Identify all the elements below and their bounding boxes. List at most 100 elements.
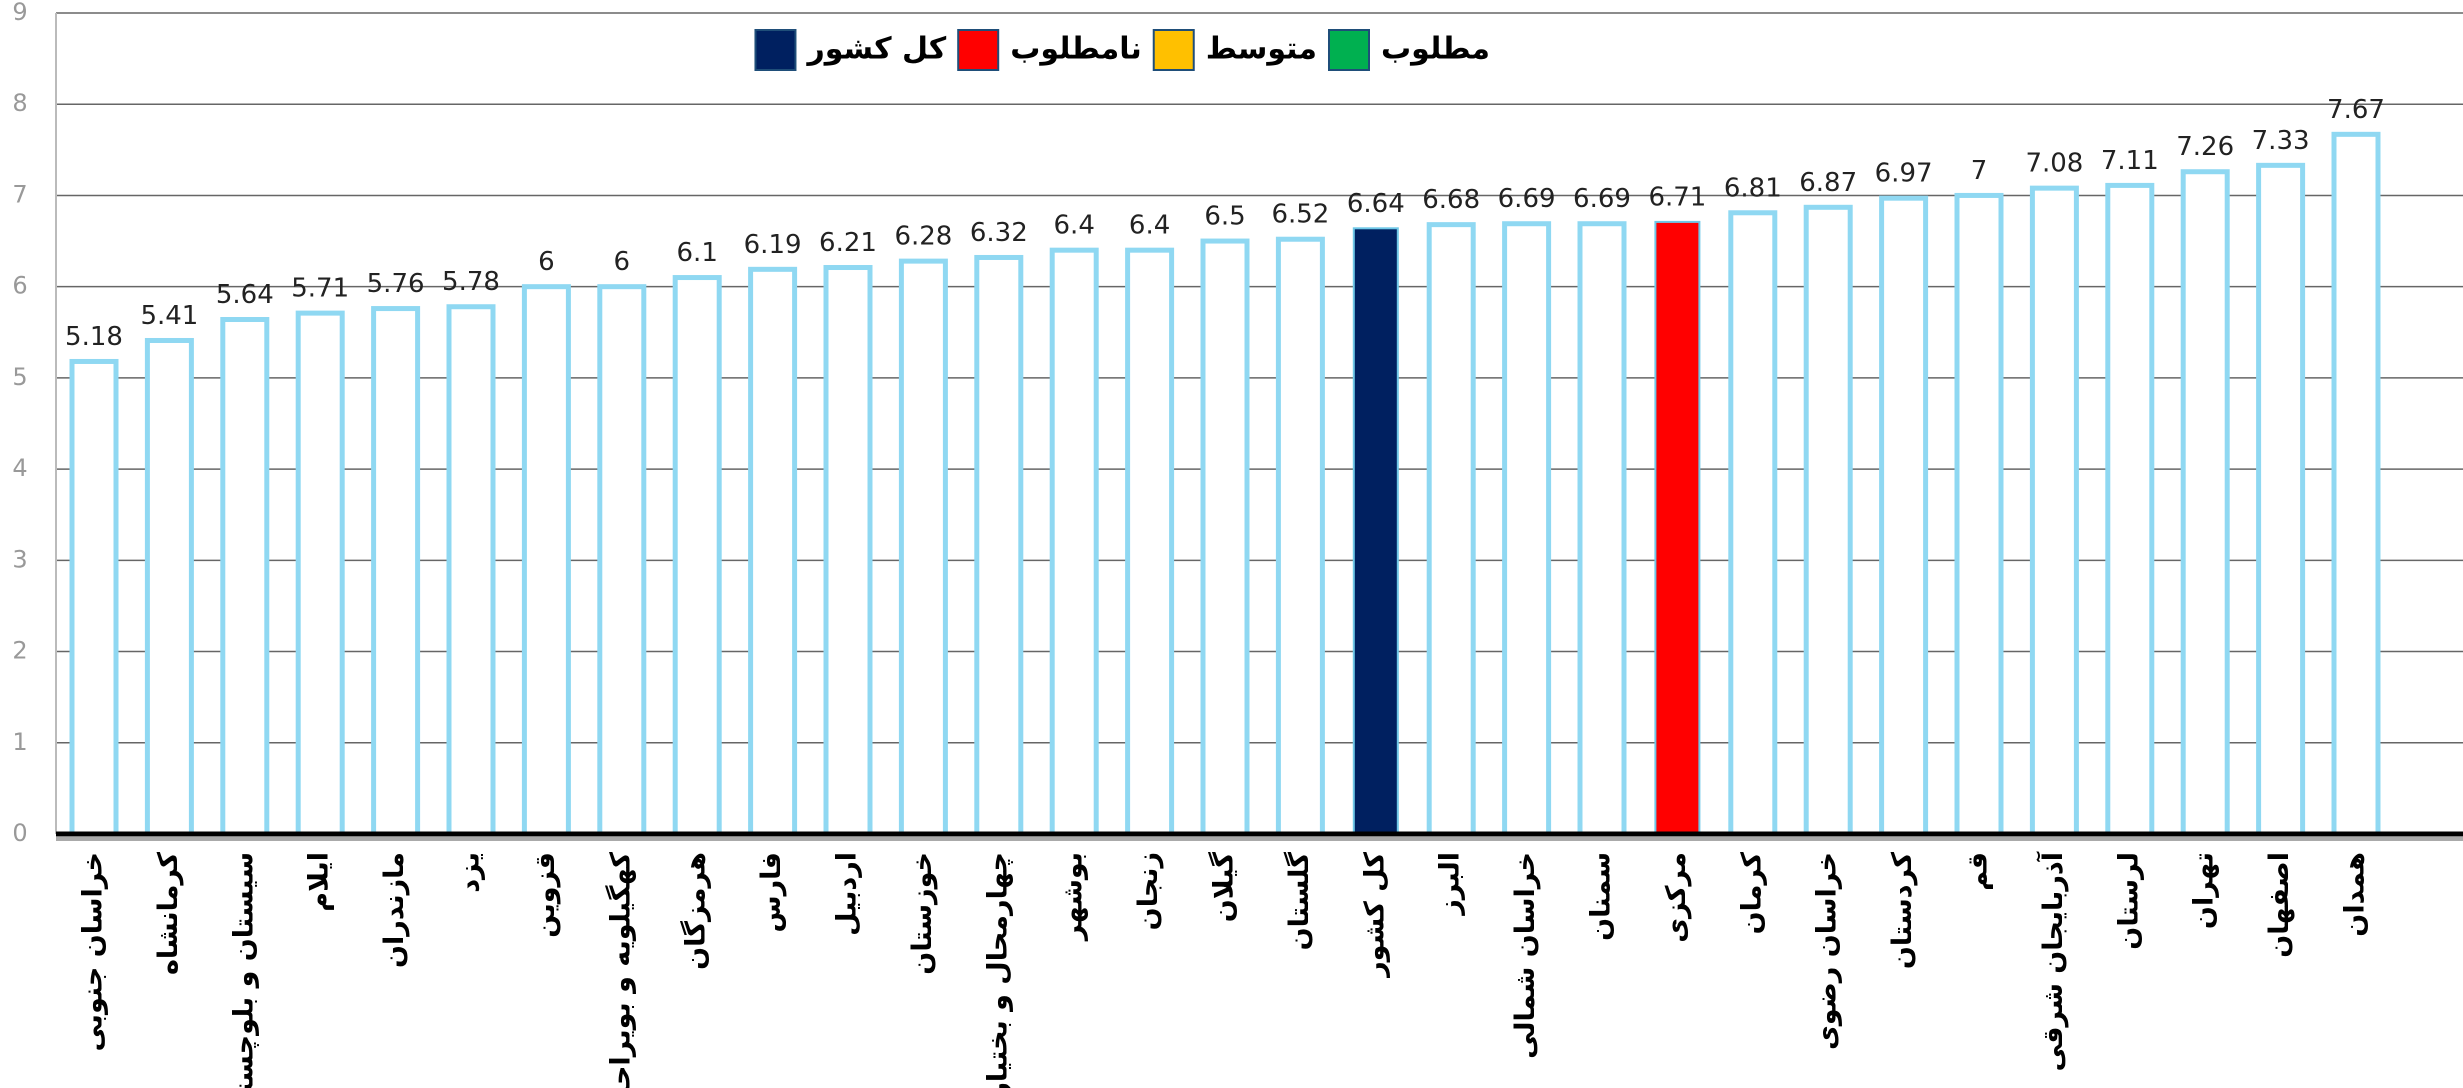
legend-swatch xyxy=(1328,29,1370,71)
value-label: 6 xyxy=(614,247,631,277)
value-label: 7.08 xyxy=(2025,149,2083,179)
x-tick-label: بوشهر xyxy=(1058,852,1089,942)
x-tick-label: سمنان xyxy=(1586,852,1617,941)
bar xyxy=(2256,162,2306,837)
x-tick-label: خوزستان xyxy=(907,852,938,975)
x-tick-label: لرستان xyxy=(2113,852,2144,950)
value-label: 7.67 xyxy=(2327,95,2385,125)
bar xyxy=(1049,247,1099,837)
y-tick-label: 3 xyxy=(12,545,27,573)
bar xyxy=(597,284,647,837)
bar xyxy=(2105,182,2155,837)
x-tick-label: فارس xyxy=(756,852,787,933)
value-label: 6.68 xyxy=(1422,185,1480,215)
bar xyxy=(1954,192,2004,837)
x-tick-label: خراسان شمالی xyxy=(1510,852,1541,1059)
value-label: 6.64 xyxy=(1347,189,1405,219)
bar xyxy=(295,310,345,837)
x-tick-label: کرمان xyxy=(1736,852,1767,935)
y-tick-label: 9 xyxy=(12,0,27,26)
bar xyxy=(1200,238,1250,837)
y-tick-label: 6 xyxy=(12,272,27,300)
x-tick-label: قزوین xyxy=(530,852,561,938)
value-label: 6.69 xyxy=(1573,184,1631,214)
bar xyxy=(1654,220,1701,836)
value-label: 5.78 xyxy=(442,267,500,297)
value-label: 5.64 xyxy=(216,280,274,310)
bar xyxy=(371,306,421,837)
value-label: 5.71 xyxy=(291,274,349,304)
bar xyxy=(1803,204,1853,837)
bar xyxy=(1275,236,1325,837)
legend-swatch xyxy=(1152,29,1195,71)
x-tick-label: زنجان xyxy=(1133,852,1164,930)
bar xyxy=(446,304,496,837)
bar xyxy=(823,265,873,837)
y-tick-label: 5 xyxy=(12,363,27,391)
legend-label: کل کشور xyxy=(805,32,946,67)
value-label: 6.4 xyxy=(1054,211,1095,241)
bar xyxy=(2331,131,2381,837)
bar xyxy=(1125,247,1175,837)
x-tick-label: سیستان و بلوچستان xyxy=(228,852,259,1088)
value-label: 5.41 xyxy=(140,301,198,331)
value-label: 7.11 xyxy=(2101,146,2159,176)
value-label: 6.28 xyxy=(894,222,952,252)
bar xyxy=(521,284,571,837)
x-tick-label: خراسان جنوبی xyxy=(78,852,109,1052)
x-tick-label: همدان xyxy=(2340,852,2371,937)
value-label: 6.69 xyxy=(1498,184,1556,214)
value-label: 6.97 xyxy=(1875,159,1933,189)
value-label: 5.18 xyxy=(65,322,123,352)
bar xyxy=(672,275,722,837)
y-tick-label: 2 xyxy=(12,637,27,665)
y-tick-label: 8 xyxy=(12,89,27,117)
bar xyxy=(1879,195,1929,837)
bar xyxy=(144,337,194,837)
value-label: 6.81 xyxy=(1724,173,1782,203)
value-label: 7 xyxy=(1971,156,1988,186)
x-tick-label: قم xyxy=(1963,852,1994,891)
x-tick-label: گیلان xyxy=(1208,852,1240,923)
x-tick-label: البرز xyxy=(1435,852,1466,917)
value-label: 5.76 xyxy=(367,269,425,299)
x-tick-label: اصفهان xyxy=(2264,852,2295,958)
y-tick-label: 4 xyxy=(12,454,27,482)
value-label: 6.19 xyxy=(744,230,802,260)
legend-label: متوسط xyxy=(1206,32,1317,67)
x-tick-label: کل کشور xyxy=(1359,852,1390,979)
x-tick-label: یزد xyxy=(455,852,486,893)
bar xyxy=(2180,169,2230,837)
bar xyxy=(1352,227,1399,836)
bar xyxy=(1577,221,1627,837)
x-tick-label: اردبیل xyxy=(832,852,863,936)
value-label: 6.71 xyxy=(1648,182,1706,212)
bar xyxy=(69,358,119,837)
bar xyxy=(2029,185,2079,837)
y-tick-label: 1 xyxy=(12,728,27,756)
y-tick-label: 7 xyxy=(12,180,27,208)
value-label: 6.21 xyxy=(819,228,877,258)
value-label: 7.33 xyxy=(2252,126,2310,156)
y-tick-label: 0 xyxy=(12,819,27,847)
value-label: 7.26 xyxy=(2176,132,2234,162)
legend-swatch xyxy=(754,29,797,71)
value-label: 6.4 xyxy=(1129,211,1170,241)
x-tick-label: کرمانشاه xyxy=(153,852,184,975)
x-tick-label: ایلام xyxy=(304,852,335,912)
legend-label: مطلوب xyxy=(1381,32,1490,67)
bar xyxy=(1502,221,1552,837)
x-tick-label: کردستان xyxy=(1887,852,1918,969)
bar xyxy=(220,317,270,837)
value-label: 6.52 xyxy=(1271,200,1329,230)
value-label: 6.32 xyxy=(970,218,1028,248)
bar xyxy=(748,266,798,837)
x-tick-label: گلستان xyxy=(1283,852,1315,951)
x-tick-label: هرمزگان xyxy=(680,852,712,970)
x-tick-label: آذربایجان شرقی xyxy=(2036,851,2069,1071)
x-tick-label: مرکزی xyxy=(1661,852,1692,943)
legend-swatch xyxy=(957,29,1000,71)
bar xyxy=(1426,222,1476,837)
x-tick-label: کهگیلویه و بویراحمد xyxy=(604,852,636,1088)
